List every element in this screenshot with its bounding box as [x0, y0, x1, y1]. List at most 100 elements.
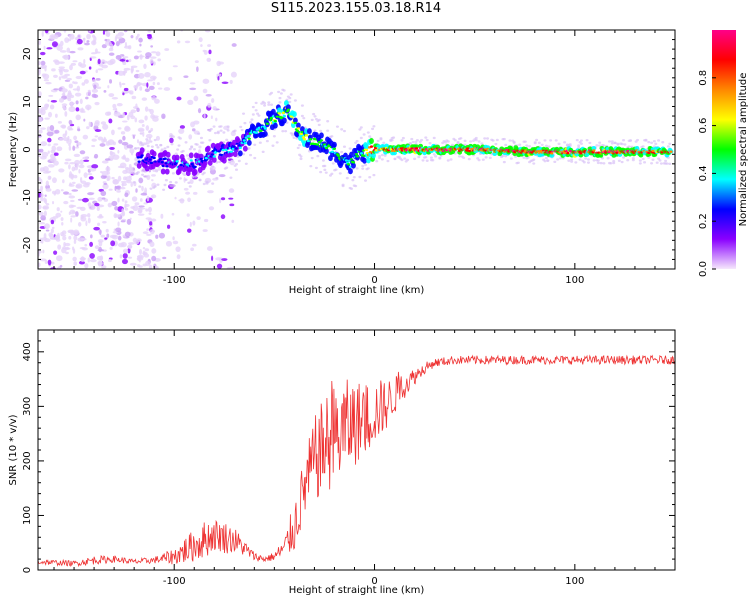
- noise-blob: [149, 56, 157, 59]
- noise-blob: [41, 30, 44, 37]
- halo-blob: [379, 137, 383, 140]
- halo-blob: [474, 138, 478, 142]
- halo-blob: [415, 138, 419, 142]
- ridge-core: [592, 149, 596, 152]
- halo-blob: [163, 147, 167, 150]
- noise-blob: [136, 257, 144, 261]
- ridge-core: [269, 116, 273, 120]
- noise-blob: [150, 51, 157, 54]
- noise-blob: [109, 234, 117, 239]
- noise-blob: [126, 245, 133, 248]
- noise-blob: [44, 223, 50, 230]
- halo-blob: [253, 156, 257, 160]
- noise-blob: [109, 151, 114, 155]
- halo-blob: [585, 138, 589, 142]
- noise-blob: [145, 56, 150, 60]
- noise-blob: [138, 205, 145, 208]
- snr-xtick-label: 100: [565, 576, 584, 587]
- noise-blob: [138, 177, 144, 184]
- halo-blob: [298, 143, 302, 147]
- ridge-core: [234, 147, 238, 150]
- ridge-core: [355, 155, 360, 158]
- halo-blob: [289, 93, 293, 96]
- ridge-core: [302, 138, 307, 141]
- halo-blob: [313, 115, 317, 118]
- noise-blob: [145, 208, 149, 212]
- halo-blob: [494, 142, 498, 146]
- noise-blob: [52, 200, 55, 205]
- halo-blob: [532, 158, 536, 161]
- halo-blob: [282, 89, 286, 92]
- halo-blob: [278, 96, 282, 100]
- noise-blob: [139, 198, 143, 202]
- noise-blob: [117, 149, 120, 154]
- noise-blob: [203, 218, 209, 223]
- noise-blob: [72, 256, 77, 262]
- halo-blob: [425, 159, 429, 162]
- halo-blob: [595, 144, 599, 147]
- noise-blob: [57, 232, 60, 239]
- halo-blob: [432, 153, 436, 156]
- halo-blob: [647, 140, 651, 144]
- noise-blob: [60, 189, 64, 192]
- noise-blob: [72, 229, 80, 236]
- noise-blob: [100, 265, 107, 269]
- noise-blob: [90, 234, 93, 239]
- halo-blob: [233, 129, 237, 132]
- halo-blob: [225, 138, 229, 142]
- noise-blob: [105, 141, 111, 146]
- noise-blob: [61, 88, 68, 93]
- noise-blob: [202, 88, 208, 94]
- noise-blob: [203, 50, 208, 55]
- noise-blob: [229, 79, 233, 85]
- noise-blob: [101, 160, 109, 164]
- noise-blob: [79, 98, 83, 105]
- ridge-outer: [253, 132, 259, 139]
- halo-blob: [654, 142, 658, 146]
- noise-blob: [146, 82, 149, 88]
- noise-blob: [38, 148, 42, 153]
- halo-blob: [477, 158, 481, 162]
- noise-blob: [95, 69, 98, 74]
- noise-blob: [113, 228, 116, 232]
- halo-blob: [235, 163, 239, 166]
- noise-blob: [61, 221, 64, 226]
- ridge-outer: [362, 157, 367, 164]
- halo-blob: [316, 154, 320, 158]
- noise-blob: [200, 44, 203, 47]
- halo-blob: [191, 175, 195, 179]
- noise-blob: [128, 256, 133, 259]
- halo-blob: [486, 137, 490, 140]
- spectrogram-frame: [37, 29, 676, 270]
- noise-blob: [120, 180, 128, 184]
- noise-blob: [149, 221, 153, 226]
- noise-blob: [105, 228, 109, 233]
- halo-blob: [202, 182, 206, 186]
- noise-blob: [73, 135, 78, 141]
- ridge-outer: [371, 152, 376, 159]
- noise-blob: [158, 87, 163, 90]
- noise-blob: [104, 111, 111, 116]
- noise-blob: [97, 261, 104, 266]
- halo-blob: [622, 156, 626, 159]
- noise-blob: [88, 205, 96, 211]
- halo-blob: [361, 167, 365, 170]
- noise-blob: [129, 147, 135, 154]
- halo-blob: [134, 147, 138, 150]
- snr-xtick-label: 0: [371, 576, 377, 587]
- halo-blob: [249, 153, 253, 157]
- halo-blob: [495, 138, 499, 142]
- noise-blob: [161, 113, 166, 120]
- ridge-outer: [598, 153, 604, 158]
- halo-blob: [355, 139, 359, 143]
- halo-blob: [288, 96, 292, 100]
- noise-blob: [150, 114, 156, 120]
- colorbar-gradient: [712, 30, 736, 269]
- noise-blob: [207, 102, 212, 108]
- halo-blob: [665, 162, 669, 165]
- halo-blob: [218, 160, 222, 164]
- noise-blob: [97, 196, 103, 202]
- noise-blob: [197, 108, 202, 114]
- halo-blob: [139, 141, 143, 145]
